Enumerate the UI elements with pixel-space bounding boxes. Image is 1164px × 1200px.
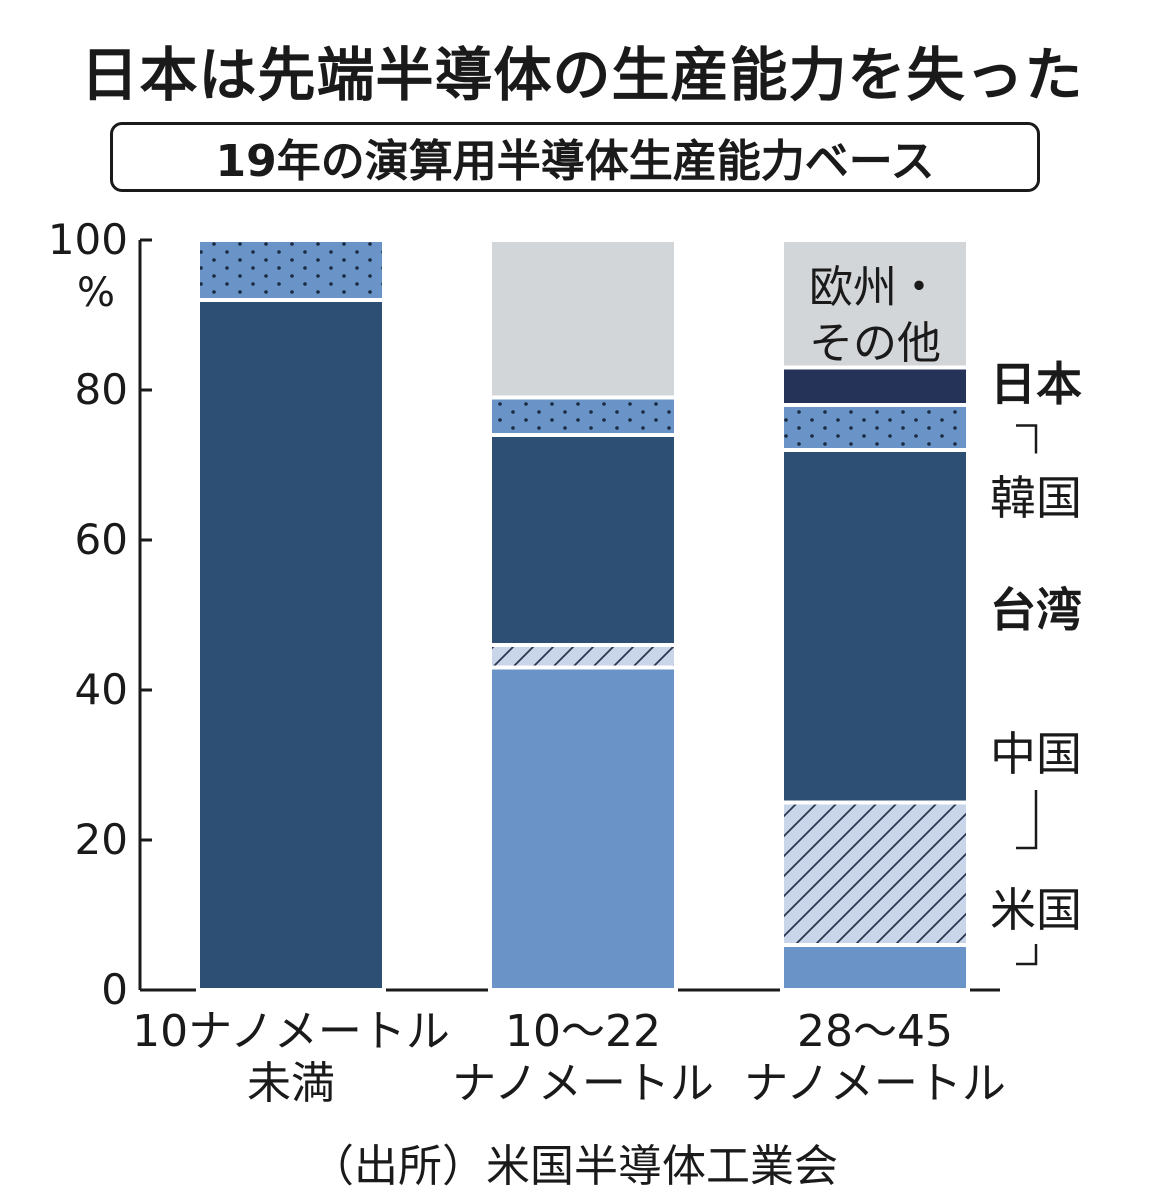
- bar-segment: [488, 238, 678, 400]
- y-tick-label: 60: [75, 515, 128, 564]
- x-category-label: 10〜22: [505, 1006, 661, 1057]
- bar-segment: [488, 643, 678, 670]
- chart-title: 日本は先端半導体の生産能力を失った: [80, 41, 1084, 109]
- y-tick-label: 100: [48, 215, 128, 264]
- y-tick-label: 20: [75, 815, 128, 864]
- y-tick-label: 40: [75, 665, 128, 714]
- x-category-label: 10ナノメートル: [132, 1006, 450, 1057]
- x-category-label: ナノメートル: [744, 1058, 1006, 1109]
- series-label-europe-other: その他: [809, 318, 941, 369]
- bar-segment: [780, 943, 970, 992]
- series-label: 中国: [990, 727, 1082, 781]
- source-note: （出所）米国半導体工業会: [310, 1141, 838, 1192]
- bar-segment: [488, 665, 678, 992]
- chart-subtitle: 19年の演算用半導体生産能力ベース: [110, 122, 1040, 192]
- series-label: 韓国: [990, 471, 1082, 525]
- series-label: 米国: [990, 883, 1082, 937]
- us-leader-line: [1016, 944, 1038, 966]
- series-label-europe-other: 欧州・: [809, 262, 941, 313]
- y-unit-label: %: [77, 270, 115, 316]
- bar-segment: [196, 298, 386, 992]
- y-tick-label: 80: [75, 365, 128, 414]
- y-tick-label: 0: [101, 965, 128, 1014]
- bar-segment: [780, 365, 970, 407]
- x-category-label: 28〜45: [797, 1006, 953, 1057]
- bar-segment: [780, 403, 970, 452]
- x-category-label: ナノメートル: [452, 1058, 714, 1109]
- x-category-label: 未満: [247, 1058, 335, 1109]
- series-label: 台湾: [990, 583, 1082, 637]
- bar-segment: [196, 238, 386, 302]
- bar-segment: [780, 800, 970, 947]
- china-leader-line: [1016, 790, 1038, 850]
- series-label: 日本: [990, 357, 1082, 411]
- bar-segment: [488, 395, 678, 437]
- bar-segment: [488, 433, 678, 647]
- bar-segment: [780, 448, 970, 805]
- korea-leader-line: [1016, 424, 1038, 454]
- bar-segment: [780, 238, 970, 370]
